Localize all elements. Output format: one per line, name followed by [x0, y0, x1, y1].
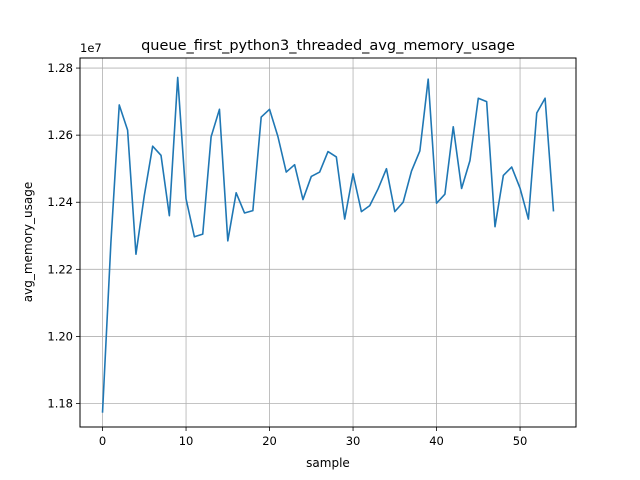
- x-tick-label: 20: [262, 434, 277, 448]
- y-tick-label: 1.18: [47, 397, 73, 411]
- y-axis-label: avg_memory_usage: [21, 182, 35, 302]
- x-tick-label: 40: [429, 434, 444, 448]
- x-axis-ticks: 0 10 20 30 40 50: [99, 427, 527, 448]
- x-tick-label: 10: [179, 434, 194, 448]
- y-tick-label: 1.26: [47, 128, 73, 142]
- x-tick-label: 0: [99, 434, 106, 448]
- chart-title: queue_first_python3_threaded_avg_memory_…: [141, 38, 515, 54]
- y-offset-label: 1e7: [80, 41, 102, 55]
- y-tick-label: 1.24: [47, 195, 73, 209]
- y-tick-label: 1.20: [47, 329, 73, 343]
- series-layer: [101, 76, 555, 413]
- x-tick-label: 50: [513, 434, 528, 448]
- y-tick-label: 1.22: [47, 262, 73, 276]
- plot-area: [80, 58, 576, 427]
- y-tick-label: 1.28: [47, 61, 73, 75]
- x-axis-label: sample: [306, 456, 350, 470]
- x-tick-label: 30: [346, 434, 361, 448]
- series-line: [101, 76, 555, 413]
- y-axis-ticks: 1.18 1.20 1.22 1.24 1.26 1.28: [47, 61, 80, 411]
- plot-frame: [79, 57, 577, 428]
